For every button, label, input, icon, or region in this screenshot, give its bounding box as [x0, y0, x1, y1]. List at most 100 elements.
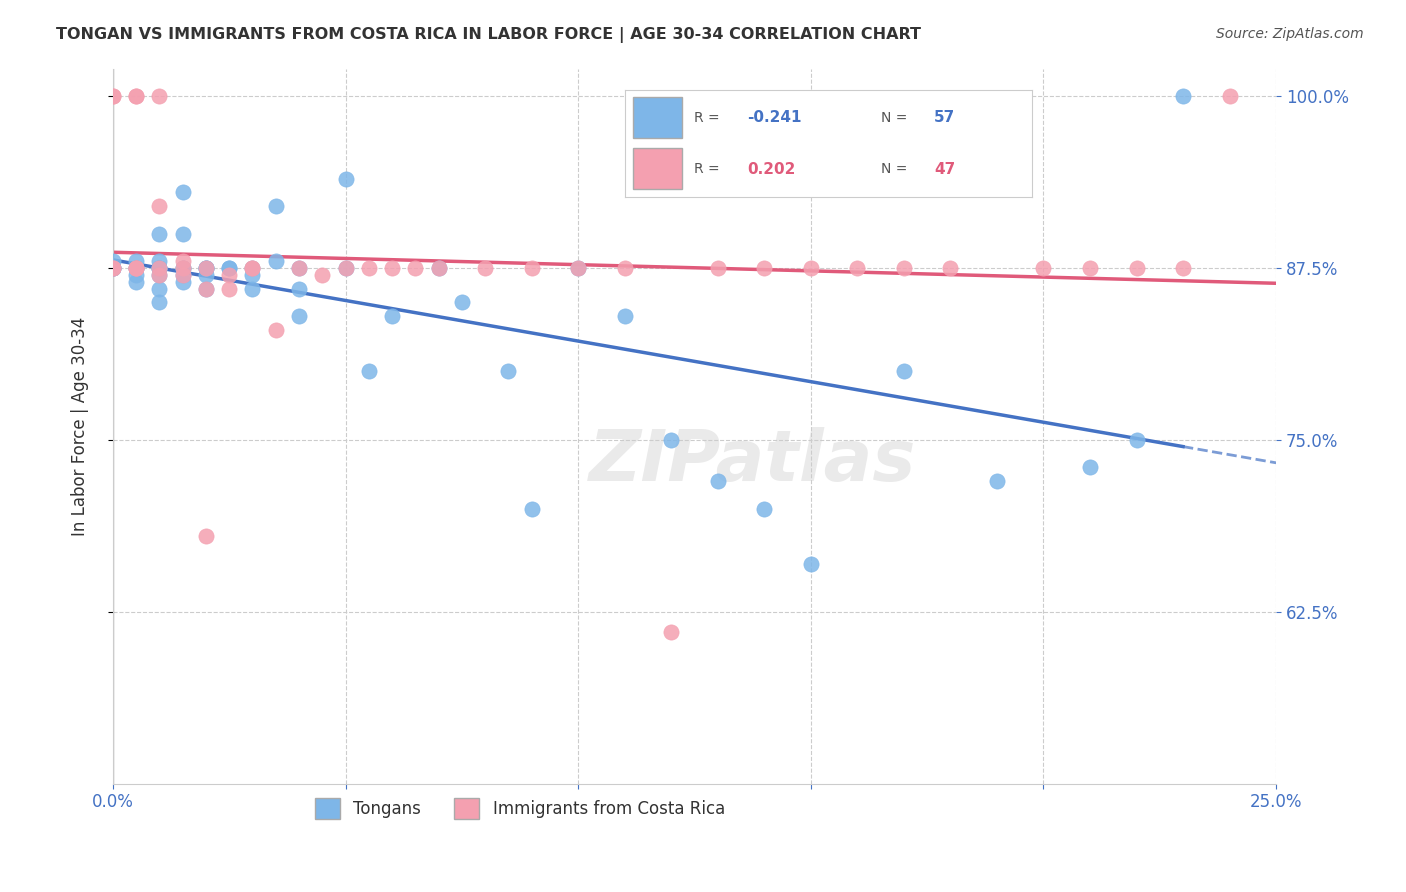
Tongans: [520, 501, 543, 516]
Immigrants from Costa Rica: [148, 268, 170, 282]
Tongans: [125, 275, 148, 289]
Tongans: [172, 275, 194, 289]
Tongans: [172, 268, 194, 282]
Tongans: [498, 364, 520, 378]
Tongans: [148, 260, 170, 275]
Immigrants from Costa Rica: [148, 89, 170, 103]
Immigrants from Costa Rica: [335, 260, 357, 275]
Immigrants from Costa Rica: [101, 89, 124, 103]
Tongans: [125, 254, 148, 268]
Tongans: [335, 171, 357, 186]
Tongans: [264, 199, 287, 213]
Text: TONGAN VS IMMIGRANTS FROM COSTA RICA IN LABOR FORCE | AGE 30-34 CORRELATION CHAR: TONGAN VS IMMIGRANTS FROM COSTA RICA IN …: [56, 27, 921, 43]
Tongans: [242, 260, 264, 275]
Tongans: [148, 254, 170, 268]
Tongans: [194, 268, 217, 282]
Tongans: [1171, 89, 1194, 103]
Immigrants from Costa Rica: [125, 89, 148, 103]
Tongans: [218, 260, 240, 275]
Legend: Tongans, Immigrants from Costa Rica: Tongans, Immigrants from Costa Rica: [308, 792, 731, 825]
Tongans: [288, 282, 311, 296]
Tongans: [148, 268, 170, 282]
Immigrants from Costa Rica: [218, 268, 240, 282]
Immigrants from Costa Rica: [613, 260, 636, 275]
Tongans: [194, 260, 217, 275]
Immigrants from Costa Rica: [357, 260, 380, 275]
Immigrants from Costa Rica: [218, 282, 240, 296]
Immigrants from Costa Rica: [101, 260, 124, 275]
Tongans: [427, 260, 450, 275]
Immigrants from Costa Rica: [800, 260, 823, 275]
Immigrants from Costa Rica: [567, 260, 589, 275]
Immigrants from Costa Rica: [264, 323, 287, 337]
Immigrants from Costa Rica: [311, 268, 333, 282]
Tongans: [800, 557, 823, 571]
Immigrants from Costa Rica: [172, 268, 194, 282]
Immigrants from Costa Rica: [194, 260, 217, 275]
Immigrants from Costa Rica: [706, 260, 728, 275]
Immigrants from Costa Rica: [893, 260, 915, 275]
Tongans: [381, 309, 404, 323]
Tongans: [148, 260, 170, 275]
Tongans: [357, 364, 380, 378]
Immigrants from Costa Rica: [1171, 260, 1194, 275]
Immigrants from Costa Rica: [659, 625, 682, 640]
Immigrants from Costa Rica: [148, 260, 170, 275]
Immigrants from Costa Rica: [125, 260, 148, 275]
Tongans: [706, 474, 728, 488]
Tongans: [148, 282, 170, 296]
Text: ZIPatlas: ZIPatlas: [589, 427, 917, 496]
Tongans: [194, 260, 217, 275]
Tongans: [194, 282, 217, 296]
Tongans: [125, 260, 148, 275]
Immigrants from Costa Rica: [125, 260, 148, 275]
Tongans: [288, 260, 311, 275]
Tongans: [194, 260, 217, 275]
Tongans: [754, 501, 776, 516]
Tongans: [172, 260, 194, 275]
Immigrants from Costa Rica: [404, 260, 426, 275]
Immigrants from Costa Rica: [754, 260, 776, 275]
Tongans: [101, 254, 124, 268]
Tongans: [125, 260, 148, 275]
Immigrants from Costa Rica: [939, 260, 962, 275]
Immigrants from Costa Rica: [172, 260, 194, 275]
Immigrants from Costa Rica: [242, 260, 264, 275]
Immigrants from Costa Rica: [1078, 260, 1101, 275]
Tongans: [986, 474, 1008, 488]
Immigrants from Costa Rica: [1125, 260, 1147, 275]
Tongans: [218, 260, 240, 275]
Immigrants from Costa Rica: [520, 260, 543, 275]
Tongans: [101, 260, 124, 275]
Tongans: [613, 309, 636, 323]
Immigrants from Costa Rica: [125, 89, 148, 103]
Immigrants from Costa Rica: [1032, 260, 1054, 275]
Tongans: [659, 433, 682, 447]
Tongans: [264, 254, 287, 268]
Tongans: [148, 295, 170, 310]
Immigrants from Costa Rica: [381, 260, 404, 275]
Tongans: [125, 268, 148, 282]
Text: Source: ZipAtlas.com: Source: ZipAtlas.com: [1216, 27, 1364, 41]
Tongans: [148, 260, 170, 275]
Immigrants from Costa Rica: [474, 260, 496, 275]
Tongans: [1078, 460, 1101, 475]
Immigrants from Costa Rica: [101, 89, 124, 103]
Immigrants from Costa Rica: [101, 260, 124, 275]
Tongans: [101, 260, 124, 275]
Y-axis label: In Labor Force | Age 30-34: In Labor Force | Age 30-34: [72, 317, 89, 536]
Immigrants from Costa Rica: [427, 260, 450, 275]
Immigrants from Costa Rica: [194, 282, 217, 296]
Tongans: [242, 282, 264, 296]
Tongans: [172, 186, 194, 200]
Immigrants from Costa Rica: [846, 260, 869, 275]
Immigrants from Costa Rica: [242, 260, 264, 275]
Immigrants from Costa Rica: [1219, 89, 1241, 103]
Tongans: [172, 260, 194, 275]
Tongans: [893, 364, 915, 378]
Immigrants from Costa Rica: [172, 254, 194, 268]
Tongans: [242, 268, 264, 282]
Tongans: [567, 260, 589, 275]
Tongans: [172, 227, 194, 241]
Immigrants from Costa Rica: [288, 260, 311, 275]
